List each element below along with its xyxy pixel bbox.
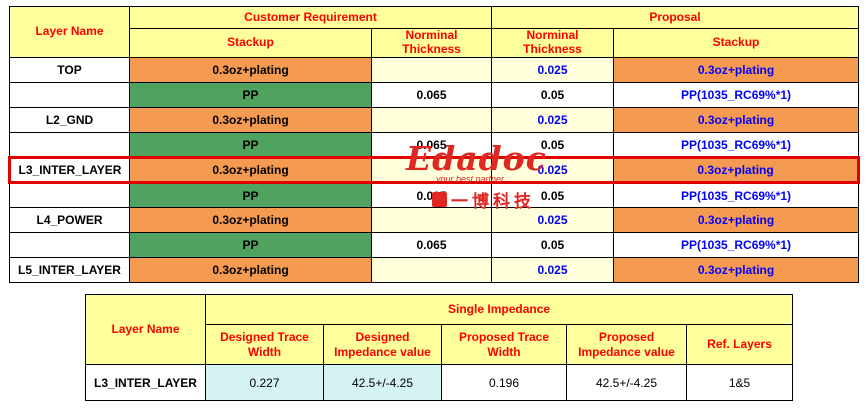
impedance-layer-name-cell: L3_INTER_LAYER: [85, 364, 206, 401]
designed-impedance-value-header: Designed Impedance value: [323, 324, 442, 365]
stackup-row-pp: PP 0.065 0.05 PP(1035_RC69%*1): [9, 182, 860, 208]
stackup-row-pp: PP 0.065 0.05 PP(1035_RC69%*1): [9, 232, 860, 258]
customer-thickness-cell: [370, 107, 493, 133]
proposal-thickness-cell: 0.025: [491, 156, 615, 184]
customer-thickness-cell: 0.065: [370, 182, 493, 208]
designed-trace-width-cell: 0.227: [205, 364, 324, 401]
layer-name-cell: L2_GND: [9, 107, 130, 133]
ref-layers-cell: 1&5: [685, 364, 794, 401]
layer-name-cell: [9, 132, 130, 158]
customer-stackup-cell: 0.3oz+plating: [129, 57, 372, 83]
proposal-thickness-cell: 0.025: [491, 257, 615, 283]
impedance-data-row: L3_INTER_LAYER 0.227 42.5+/-4.25 0.196 4…: [85, 364, 794, 401]
proposed-impedance-value-header: Proposed Impedance value: [566, 324, 687, 365]
proposal-norminal-thickness-header: Norminal Thickness: [491, 28, 615, 58]
stackup-table: Layer Name Customer Requirement Proposal…: [8, 6, 861, 283]
proposed-trace-width-cell: 0.196: [441, 364, 567, 401]
proposal-stackup-cell: PP(1035_RC69%*1): [613, 182, 860, 208]
customer-stackup-header: Stackup: [129, 28, 372, 58]
ref-layers-header: Ref. Layers: [685, 324, 794, 365]
proposal-thickness-cell: 0.05: [491, 232, 615, 258]
layer-name-cell: [9, 182, 130, 208]
customer-thickness-cell: [370, 156, 493, 184]
stackup-row-l2-gnd: L2_GND 0.3oz+plating 0.025 0.3oz+plating: [9, 107, 860, 133]
single-impedance-header: Single Impedance: [204, 294, 794, 325]
proposal-stackup-cell: PP(1035_RC69%*1): [613, 82, 860, 108]
proposal-stackup-cell: 0.3oz+plating: [613, 57, 860, 83]
customer-stackup-cell: PP: [129, 232, 372, 258]
proposal-thickness-cell: 0.05: [491, 182, 615, 208]
proposal-stackup-cell: PP(1035_RC69%*1): [613, 132, 860, 158]
designed-impedance-value-cell: 42.5+/-4.25: [323, 364, 442, 401]
customer-norminal-thickness-header: Norminal Thickness: [370, 28, 493, 58]
customer-requirement-header: Customer Requirement: [128, 6, 493, 29]
customer-thickness-cell: 0.065: [370, 82, 493, 108]
layer-name-cell: TOP: [9, 57, 130, 83]
proposal-header: Proposal: [491, 6, 860, 29]
customer-stackup-cell: 0.3oz+plating: [129, 107, 372, 133]
stackup-row-top: TOP 0.3oz+plating 0.025 0.3oz+plating: [9, 57, 860, 83]
layer-name-cell: L4_POWER: [9, 207, 130, 233]
proposed-impedance-value-cell: 42.5+/-4.25: [566, 364, 687, 401]
customer-thickness-cell: [370, 57, 493, 83]
customer-stackup-cell: PP: [129, 182, 372, 208]
proposal-stackup-cell: 0.3oz+plating: [613, 156, 861, 184]
proposal-stackup-cell: PP(1035_RC69%*1): [613, 232, 860, 258]
impedance-layer-name-header: Layer Name: [85, 294, 206, 365]
proposal-thickness-cell: 0.025: [491, 207, 615, 233]
layer-name-header: Layer Name: [9, 6, 130, 58]
proposed-trace-width-header: Proposed Trace Width: [441, 324, 567, 365]
customer-thickness-cell: 0.065: [370, 132, 493, 158]
proposal-thickness-cell: 0.025: [491, 57, 615, 83]
customer-stackup-cell: 0.3oz+plating: [129, 156, 372, 184]
stackup-header-row-1: Layer Name Customer Requirement Proposal: [9, 6, 860, 58]
impedance-table: Layer Name Single Impedance Designed Tra…: [85, 294, 794, 401]
stackup-row-l5-inter-layer: L5_INTER_LAYER 0.3oz+plating 0.025 0.3oz…: [9, 257, 860, 283]
proposal-thickness-cell: 0.05: [491, 82, 615, 108]
customer-thickness-cell: [370, 257, 493, 283]
stackup-row-l4-power: L4_POWER 0.3oz+plating 0.025 0.3oz+plati…: [9, 207, 860, 233]
stackup-header-row-2: Stackup Norminal Thickness Norminal Thic…: [10, 28, 860, 58]
stackup-row-l3-inter-layer-highlighted: L3_INTER_LAYER 0.3oz+plating 0.025 0.3oz…: [8, 156, 861, 184]
impedance-header-row-2: Designed Trace Width Designed Impedance …: [86, 324, 794, 365]
proposal-stackup-cell: 0.3oz+plating: [613, 207, 860, 233]
stackup-row-pp: PP 0.065 0.05 PP(1035_RC69%*1): [9, 82, 860, 108]
layer-name-cell: L5_INTER_LAYER: [9, 257, 130, 283]
proposal-thickness-cell: 0.025: [491, 107, 615, 133]
customer-thickness-cell: 0.065: [370, 232, 493, 258]
impedance-header-row-1: Layer Name Single Impedance: [85, 294, 794, 365]
customer-thickness-cell: [370, 207, 493, 233]
proposal-stackup-cell: 0.3oz+plating: [613, 257, 860, 283]
proposal-stackup-cell: 0.3oz+plating: [613, 107, 860, 133]
customer-stackup-cell: PP: [129, 132, 372, 158]
designed-trace-width-header: Designed Trace Width: [205, 324, 324, 365]
layer-name-cell: [9, 232, 130, 258]
layer-name-cell: [9, 82, 130, 108]
proposal-stackup-header: Stackup: [613, 28, 860, 58]
customer-stackup-cell: 0.3oz+plating: [129, 257, 372, 283]
customer-stackup-cell: 0.3oz+plating: [129, 207, 372, 233]
proposal-thickness-cell: 0.05: [491, 132, 615, 158]
layer-name-cell: L3_INTER_LAYER: [8, 156, 130, 184]
customer-stackup-cell: PP: [129, 82, 372, 108]
stackup-row-pp: PP 0.065 0.05 PP(1035_RC69%*1): [9, 132, 860, 158]
